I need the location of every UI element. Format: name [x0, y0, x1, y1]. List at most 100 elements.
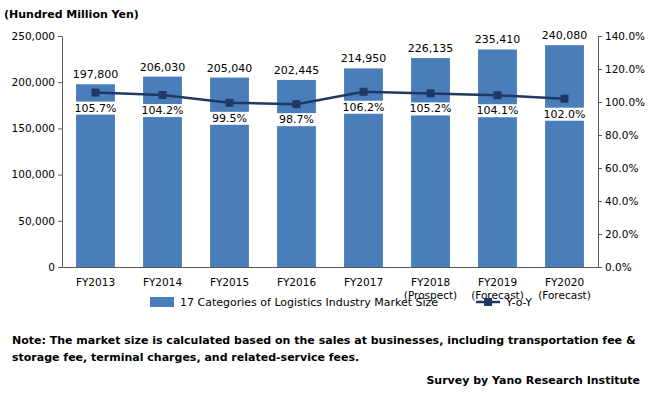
- marker: [427, 89, 435, 97]
- tick-label: 0: [48, 261, 55, 273]
- tick-label-line: FY2014: [143, 276, 182, 288]
- tick-label-line: FY2017: [344, 276, 383, 288]
- bar: [277, 80, 316, 267]
- line: [96, 92, 565, 104]
- bar: [344, 68, 383, 267]
- legend-swatch: [150, 297, 174, 307]
- y-axis-title: (Hundred Million Yen): [4, 8, 139, 21]
- data-label-group: 214,950: [339, 52, 389, 65]
- tick-mark: [58, 221, 62, 222]
- data-labels: 197,800206,030205,040202,445214,950226,1…: [71, 29, 590, 126]
- data-label-bg: [540, 29, 590, 42]
- legend-label: 17 Categories of Logistics Industry Mark…: [180, 296, 438, 309]
- tick-label-line: FY2016: [277, 276, 316, 288]
- data-label: 205,040: [207, 62, 253, 75]
- tick-label: FY2014: [143, 276, 182, 288]
- data-label-group: 235,410: [473, 33, 523, 46]
- data-label: 105.2%: [410, 102, 452, 115]
- data-label-bg: [210, 112, 249, 125]
- data-label-bg: [138, 61, 188, 74]
- tick: FY2015: [210, 276, 249, 288]
- y2-axis: 0.0%20.0%40.0%60.0%80.0%100.0%120.0%140.…: [598, 30, 645, 273]
- data-label-group: 99.5%: [210, 112, 249, 125]
- marker: [159, 91, 167, 99]
- tick: 120.0%: [598, 63, 645, 75]
- marker: [92, 89, 100, 97]
- tick-label: 80.0%: [605, 129, 638, 141]
- data-label: 105.7%: [75, 102, 117, 115]
- legend-item: Y-o-Y: [476, 296, 532, 309]
- tick-mark: [598, 135, 602, 136]
- data-label-bg: [339, 52, 389, 65]
- tick-label-line: FY2013: [76, 276, 115, 288]
- tick-label: 120.0%: [605, 63, 645, 75]
- data-label: 102.0%: [544, 108, 586, 121]
- bar: [478, 49, 517, 267]
- tick-mark: [598, 267, 602, 268]
- data-label-group: 205,040: [205, 62, 255, 75]
- legend: 17 Categories of Logistics Industry Mark…: [150, 296, 532, 309]
- bars: [76, 45, 584, 267]
- tick-label: 0.0%: [605, 261, 632, 273]
- source: Survey by Yano Research Institute: [426, 374, 640, 387]
- tick-label: 140.0%: [605, 30, 645, 42]
- tick: 80.0%: [598, 129, 638, 141]
- legend-label: Y-o-Y: [505, 296, 532, 309]
- tick-mark: [598, 201, 602, 202]
- data-label-group: 202,445: [272, 64, 322, 77]
- annotations: Note: The market size is calculated base…: [12, 334, 640, 387]
- bar: [411, 58, 450, 267]
- tick-label: 60.0%: [605, 162, 638, 174]
- marker: [561, 95, 569, 103]
- data-label-bg: [341, 101, 387, 114]
- tick: 0.0%: [598, 261, 632, 273]
- tick-mark: [598, 102, 602, 103]
- tick-label: 100,000: [12, 168, 55, 180]
- tick-mark: [58, 82, 62, 83]
- data-label-group: 104.2%: [140, 104, 186, 117]
- tick: FY2016: [277, 276, 316, 288]
- axis-line: [599, 37, 603, 268]
- data-label-bg: [205, 62, 255, 75]
- tick-mark: [598, 69, 602, 70]
- data-label-bg: [73, 102, 119, 115]
- tick-label: FY2020(Forecast): [538, 276, 591, 300]
- data-label-bg: [71, 68, 121, 81]
- tick-mark: [58, 175, 62, 176]
- tick: 0: [48, 261, 62, 273]
- tick-mark: [598, 36, 602, 37]
- data-label-bg: [272, 64, 322, 77]
- tick-mark: [598, 168, 602, 169]
- data-label: 235,410: [475, 33, 521, 46]
- legend-marker: [484, 298, 492, 306]
- tick: 20.0%: [598, 228, 638, 240]
- data-label: 98.7%: [279, 113, 314, 126]
- tick-label-line: FY2015: [210, 276, 249, 288]
- note: storage fee, terminal charges, and relat…: [12, 351, 359, 364]
- tick: FY2020(Forecast): [538, 276, 591, 300]
- tick: 200,000: [12, 76, 62, 88]
- data-label-bg: [473, 33, 523, 46]
- tick: FY2014: [143, 276, 182, 288]
- data-label-group: 240,080: [540, 29, 590, 42]
- data-label: 104.2%: [142, 104, 184, 117]
- tick: 60.0%: [598, 162, 638, 174]
- marker: [293, 100, 301, 108]
- axis-line: [63, 267, 599, 268]
- plot-area: [76, 45, 584, 267]
- data-label: 99.5%: [212, 112, 247, 125]
- data-label-group: 226,135: [406, 42, 456, 55]
- tick-mark: [58, 267, 62, 268]
- marker: [360, 88, 368, 96]
- tick-label: 200,000: [12, 76, 55, 88]
- note: Note: The market size is calculated base…: [12, 334, 636, 347]
- data-label-bg: [406, 42, 456, 55]
- y-axis: 050,000100,000150,000200,000250,000: [12, 30, 63, 273]
- data-label: 106.2%: [343, 101, 385, 114]
- axis-line: [58, 37, 63, 268]
- data-label-group: 197,800: [71, 68, 121, 81]
- data-label-bg: [542, 108, 588, 121]
- tick-label: 20.0%: [605, 228, 638, 240]
- marker: [494, 91, 502, 99]
- tick: 100,000: [12, 168, 62, 180]
